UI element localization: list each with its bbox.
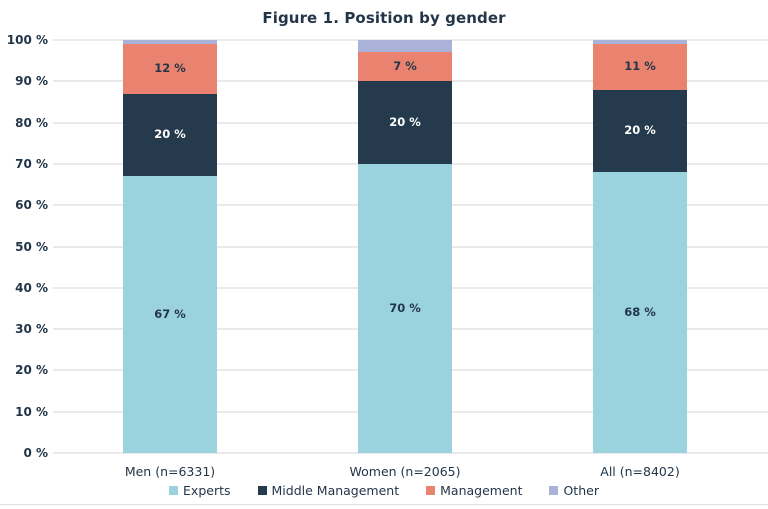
legend-swatch-icon — [549, 486, 559, 495]
stacked-bar: 68 % 20 % 11 % — [593, 40, 687, 453]
bar-segment — [593, 40, 687, 45]
x-axis-category-label: Men (n=6331) — [124, 464, 216, 479]
bar-segment: 12 % — [123, 44, 217, 94]
bar-segment: 7 % — [358, 52, 452, 82]
segment-value-label: 67 % — [154, 306, 186, 321]
bar-segment: 20 % — [123, 93, 217, 177]
bar-segment: 67 % — [123, 176, 217, 453]
legend-swatch-icon — [257, 486, 267, 495]
legend-label: Experts — [183, 483, 231, 498]
bar-segment — [123, 40, 217, 45]
segment-value-label: 7 % — [393, 59, 417, 74]
segment-value-label: 20 % — [154, 127, 186, 142]
y-axis-tick-label: 80 % — [15, 115, 48, 130]
legend-item: Experts — [169, 483, 231, 498]
x-axis-category-label: All (n=8402) — [600, 464, 680, 479]
legend-label: Other — [563, 483, 599, 498]
segment-value-label: 70 % — [389, 300, 421, 315]
y-axis-tick-label: 70 % — [15, 156, 48, 171]
legend-label: Middle Management — [271, 483, 400, 498]
y-axis-tick-label: 100 % — [6, 33, 48, 47]
y-axis-tick-label: 50 % — [15, 239, 48, 254]
segment-value-label: 12 % — [154, 61, 186, 76]
legend-item: Management — [426, 483, 522, 498]
bar-segment: 20 % — [593, 89, 687, 173]
segment-value-label: 20 % — [389, 114, 421, 129]
stacked-bar: 70 % 20 % 7 % — [358, 40, 452, 453]
legend-swatch-icon — [169, 486, 179, 495]
segment-value-label: 20 % — [624, 123, 656, 138]
legend-item: Middle Management — [257, 483, 400, 498]
gridline — [53, 452, 768, 454]
y-axis-tick-label: 90 % — [15, 74, 48, 89]
bar-segment — [358, 40, 452, 53]
legend-label: Management — [440, 483, 523, 498]
segment-value-label: 68 % — [624, 304, 656, 319]
y-axis-tick-label: 40 % — [15, 280, 48, 295]
y-axis-tick-label: 20 % — [15, 363, 48, 378]
bottom-divider — [0, 504, 768, 505]
bar-segment: 70 % — [358, 163, 452, 453]
bar-segment: 68 % — [593, 172, 687, 453]
bar-segment: 11 % — [593, 44, 687, 90]
y-axis-tick-label: 60 % — [15, 198, 48, 213]
legend-swatch-icon — [426, 486, 436, 495]
stacked-bar: 67 % 20 % 12 % — [123, 40, 217, 453]
chart-title: Figure 1. Position by gender — [262, 9, 506, 27]
y-axis-tick-label: 0 % — [23, 446, 48, 460]
bar-segment: 20 % — [358, 81, 452, 164]
y-axis-tick-label: 10 % — [15, 404, 48, 419]
legend-item: Other — [549, 483, 599, 498]
gridline — [53, 39, 768, 41]
y-axis-tick-label: 30 % — [15, 322, 48, 337]
segment-value-label: 11 % — [624, 59, 656, 74]
x-axis-category-label: Women (n=2065) — [349, 464, 461, 479]
legend: Experts Middle Management Management Other — [0, 483, 768, 498]
